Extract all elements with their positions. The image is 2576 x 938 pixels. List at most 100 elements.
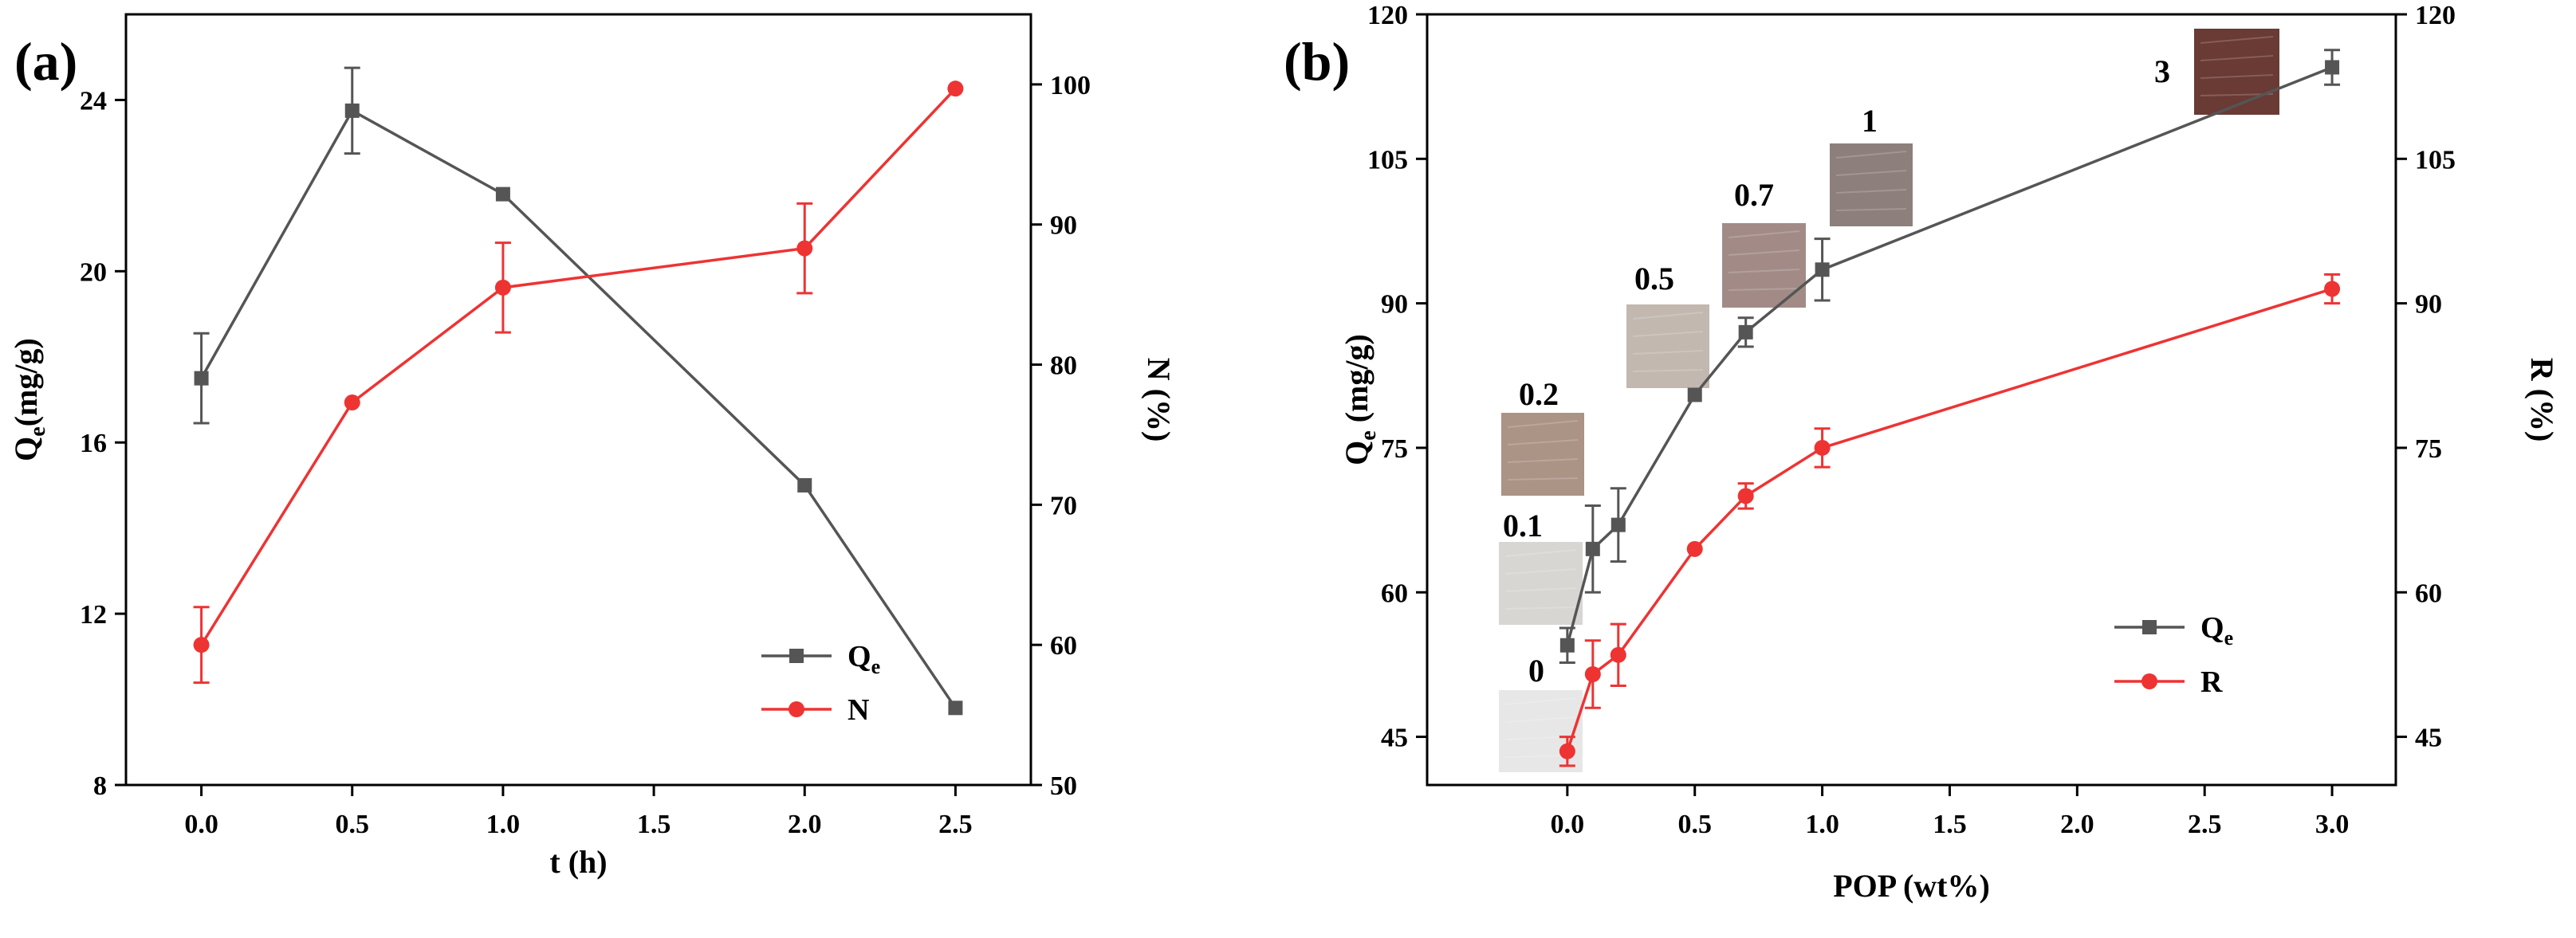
data-point <box>797 477 812 493</box>
data-point <box>1585 541 1600 556</box>
data-point <box>1815 262 1830 277</box>
panel-b-y2-tick-label: 120 <box>2415 1 2456 30</box>
sample-image-label: 0.1 <box>1503 508 1543 544</box>
panel-b-y-tick-label: 90 <box>1381 290 1408 320</box>
panel-a-series-q <box>193 66 963 716</box>
sample-image-texture <box>1504 587 1577 592</box>
panel-a-x-tick-label: 2.0 <box>788 810 822 839</box>
sample-image-2 <box>1501 413 1584 496</box>
panel-b-y-tick-label: 105 <box>1367 145 1408 175</box>
data-point <box>1610 646 1626 663</box>
panel-b-y2-tick-label: 75 <box>2415 434 2442 464</box>
panel-a-y-tick-label: 12 <box>80 600 107 630</box>
data-point <box>1738 324 1753 339</box>
panel-b-x-tick-label: 2.5 <box>2188 810 2222 839</box>
panel-a-y-tick-label: 24 <box>80 86 107 116</box>
data-point <box>1737 488 1754 504</box>
data-point <box>1686 540 1703 557</box>
sample-image-1 <box>1499 542 1583 625</box>
panel-a-y2-tick-label: 90 <box>1050 211 1077 241</box>
sample-image-texture <box>1835 208 1907 211</box>
panel-a-y-axis-label-main: Q <box>8 437 44 461</box>
panel-b-x-tick-label: 2.0 <box>2060 810 2094 839</box>
panel-b-y-tick-label: 120 <box>1367 1 1408 30</box>
sample-image-texture <box>1507 477 1579 481</box>
sample-image-label: 0 <box>1528 653 1544 689</box>
data-point <box>494 279 511 296</box>
panel-a-y-axis-label: Qe(mg/g) <box>8 338 50 461</box>
sample-image-texture <box>1835 189 1907 194</box>
sample-image-texture <box>2200 55 2274 61</box>
series-line <box>200 87 957 646</box>
panel-a-y-tick-label: 20 <box>80 257 107 287</box>
sample-image-texture <box>1728 269 1800 273</box>
panel-b-y-axis-label: Qe (mg/g) <box>1339 334 1381 465</box>
sample-image-texture <box>1835 151 1907 159</box>
sample-image-texture <box>2200 36 2274 44</box>
panel-a-x-tick-label: 2.5 <box>938 810 973 839</box>
panel-b-y-tick-label: 45 <box>1381 724 1408 753</box>
panel-b-y-axis-label-main: Q <box>1339 441 1375 465</box>
data-point <box>1610 517 1626 532</box>
sample-image-texture <box>1728 230 1800 238</box>
sample-image-texture <box>1728 288 1800 291</box>
sample-image-label: 0.7 <box>1734 177 1774 213</box>
sample-image-label: 1 <box>1862 103 1878 139</box>
data-point <box>796 240 813 257</box>
panel-b-y-tick-label: 75 <box>1381 434 1408 464</box>
legend-label-sub: e <box>2224 626 2234 650</box>
panel-a-label: (a) <box>14 31 77 92</box>
sample-image-texture <box>1632 369 1704 372</box>
sample-image-texture <box>1632 350 1704 355</box>
sample-image-texture <box>1504 568 1577 575</box>
data-point <box>948 701 963 716</box>
panel-b-y2-tick-label: 45 <box>2415 724 2442 753</box>
legend-marker <box>2141 673 2157 689</box>
panel-a: (a) 0.0 0.5 1.0 1.5 2.0 2.5 8 12 16 20 24 50 60 70 80 9… <box>8 13 1177 880</box>
panel-b-y2-axis-label: R (%) <box>2524 358 2560 442</box>
data-point <box>193 637 210 653</box>
sample-image-0 <box>1499 690 1583 772</box>
legend-label-sub: e <box>871 655 881 678</box>
data-point <box>344 103 360 118</box>
legend-label: R <box>2200 665 2223 699</box>
panel-b-y-tick-label: 60 <box>1381 579 1408 608</box>
data-point <box>1687 387 1702 402</box>
legend-label: N <box>848 693 869 727</box>
panel-b-series-r <box>1559 273 2341 767</box>
sample-image-label: 0.2 <box>1519 376 1559 412</box>
legend-label-main: Q <box>848 640 871 673</box>
legend-label-main: Q <box>2200 611 2224 645</box>
panel-b-x-tick-label: 3.0 <box>2315 810 2350 839</box>
panel-a-y-axis-label-sub: e <box>26 426 50 436</box>
panel-b-y-axis-label-unit: (mg/g) <box>1339 334 1375 430</box>
legend-marker <box>2142 620 2157 634</box>
series-line <box>200 108 957 709</box>
panel-b-y-axis-label-sub: e <box>1356 430 1381 440</box>
data-point <box>1814 439 1831 456</box>
panel-b-y2-tick-label: 90 <box>2415 290 2442 320</box>
panel-a-x-tick-label: 0.5 <box>336 810 370 839</box>
sample-image-3 <box>1626 304 1709 388</box>
panel-a-y2-tick-label: 100 <box>1050 71 1091 100</box>
sample-image-texture <box>1504 716 1577 723</box>
panel-a-x-tick-label: 1.0 <box>486 810 521 839</box>
panel-a-y2-tick-label: 60 <box>1050 631 1077 661</box>
sample-image-texture <box>1507 439 1579 445</box>
panel-a-x-axis-label: t (h) <box>549 844 607 880</box>
panel-a-plot-frame <box>124 13 1032 787</box>
panel-a-y-tick-label: 16 <box>80 429 107 458</box>
panel-b-legend: QeR <box>2114 611 2233 699</box>
panel-b-x-axis-label: POP (wt%) <box>1833 868 1990 904</box>
data-point <box>1559 638 1575 653</box>
panel-b-plot-frame <box>1426 13 2397 787</box>
data-point <box>2325 60 2340 75</box>
panel-a-y-tick-label: 8 <box>93 771 107 801</box>
sample-image-5 <box>1830 143 1913 226</box>
panel-a-y2-axis-label: N (%) <box>1141 358 1177 442</box>
sample-image-texture <box>1728 249 1800 256</box>
panel-a-y-axis-label-unit: (mg/g) <box>8 338 44 426</box>
legend-label: Qe <box>2200 611 2233 650</box>
data-point <box>344 394 360 411</box>
